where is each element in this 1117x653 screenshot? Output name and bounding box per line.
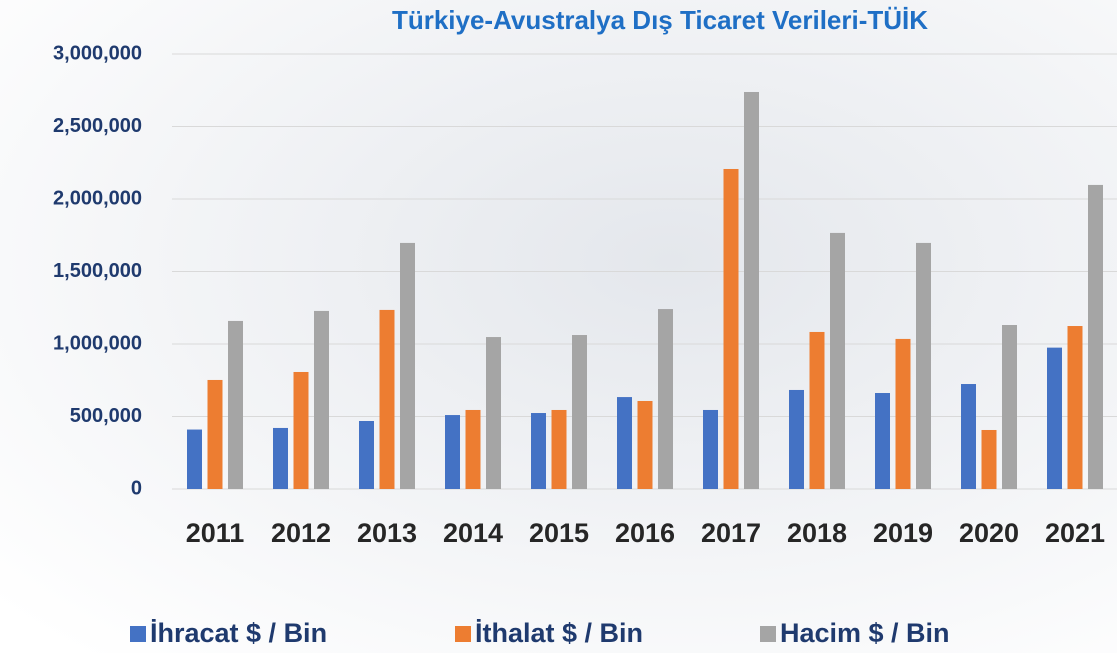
bar <box>445 415 460 489</box>
bar <box>961 384 976 489</box>
bar <box>617 397 632 489</box>
bar <box>809 331 825 489</box>
bar <box>228 320 243 489</box>
chart-title: Türkiye-Avustralya Dış Ticaret Verileri-… <box>392 5 928 35</box>
legend-label: Hacim $ / Bin <box>780 618 950 648</box>
y-tick-label: 500,000 <box>70 405 142 427</box>
legend-swatch <box>130 626 146 642</box>
bar <box>830 232 845 489</box>
bar <box>1067 326 1083 489</box>
x-tick-label: 2011 <box>186 518 245 548</box>
bar <box>314 310 329 489</box>
x-tick-label: 2021 <box>1045 518 1105 548</box>
y-tick-label: 1,000,000 <box>53 332 142 354</box>
x-tick-label: 2015 <box>529 518 589 548</box>
x-tick-label: 2018 <box>787 518 847 548</box>
x-tick-label: 2014 <box>443 518 503 548</box>
bar <box>551 409 567 489</box>
bar <box>744 91 759 490</box>
bar <box>400 242 415 489</box>
x-tick-label: 2020 <box>959 518 1019 548</box>
bar <box>875 393 890 489</box>
y-tick-label: 2,000,000 <box>53 187 142 209</box>
bar <box>531 413 546 489</box>
bar <box>916 242 931 489</box>
bar <box>187 429 202 489</box>
bar <box>981 429 997 489</box>
y-tick-label: 1,500,000 <box>53 260 142 282</box>
y-tick-label: 2,500,000 <box>53 115 142 137</box>
legend-label: İthalat $ / Bin <box>475 618 643 648</box>
x-tick-label: 2013 <box>357 518 417 548</box>
x-tick-label: 2017 <box>701 518 761 548</box>
bar <box>1088 184 1103 489</box>
bar <box>658 309 673 489</box>
y-tick-label: 3,000,000 <box>53 42 142 64</box>
x-tick-label: 2016 <box>615 518 675 548</box>
x-tick-label: 2019 <box>873 518 933 548</box>
bar <box>895 338 911 489</box>
legend-swatch <box>455 626 471 642</box>
bar <box>486 337 501 489</box>
legend-swatch <box>760 626 776 642</box>
x-tick-label: 2012 <box>271 518 331 548</box>
bar <box>1002 325 1017 489</box>
bar <box>703 409 718 489</box>
bar <box>207 379 223 489</box>
bar <box>789 389 804 489</box>
bar <box>723 168 739 490</box>
y-tick-label: 0 <box>131 477 142 499</box>
bar <box>359 420 374 489</box>
bar <box>379 309 395 489</box>
bar <box>572 335 587 489</box>
legend-label: İhracat $ / Bin <box>150 618 327 648</box>
bar <box>1047 347 1062 489</box>
bar <box>465 409 481 489</box>
bar <box>273 427 288 489</box>
bar <box>637 400 653 489</box>
bar <box>293 371 309 489</box>
